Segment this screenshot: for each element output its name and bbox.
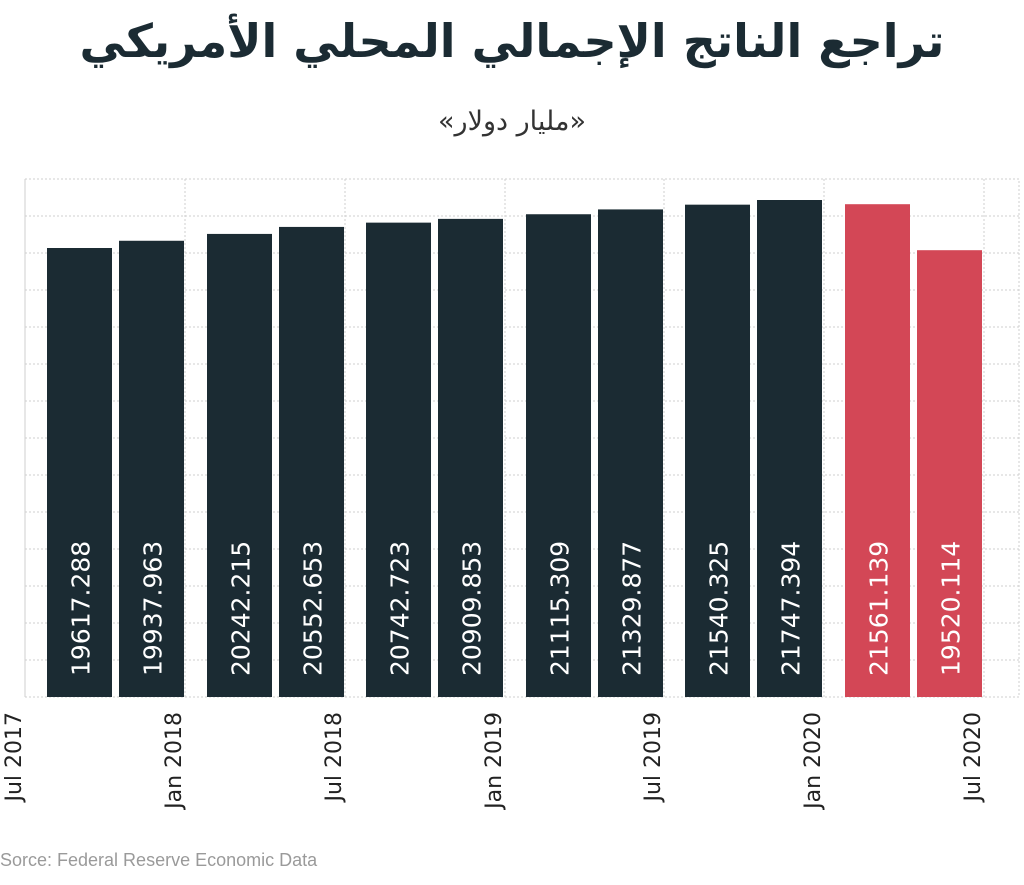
x-tick-label-6: Jan 2020 — [801, 712, 826, 811]
bar-label-11: 21561.139 — [865, 541, 894, 676]
x-tick-label-2: Jan 2018 — [162, 712, 187, 811]
bar-7 — [526, 214, 591, 697]
bar-4 — [279, 226, 344, 697]
bar-label-5: 20742.723 — [386, 541, 415, 676]
x-axis-ticks: Jul 2017 Jan 2018 Jul 2018 Jan 2019 Jul 2019… — [2, 712, 986, 811]
bar-label-12: 19520.114 — [937, 541, 966, 676]
bar-label-10: 21747.394 — [777, 541, 806, 676]
x-tick-label-5: Jul 2019 — [641, 712, 666, 804]
chart-subtitle: «مليار دولار» — [438, 106, 586, 137]
bar-1 — [47, 248, 112, 697]
bar-10 — [757, 200, 822, 697]
bar-label-6: 20909.853 — [458, 541, 487, 676]
x-tick-label-7: Jul 2020 — [961, 712, 986, 804]
bar-11 — [845, 204, 910, 697]
bar-3 — [207, 233, 272, 697]
bars — [47, 200, 982, 698]
bar-label-9: 21540.325 — [705, 541, 734, 676]
bar-5 — [366, 222, 431, 697]
bar-label-7: 21115.309 — [546, 541, 575, 676]
chart-title: تراجع الناتج الإجمالي المحلي الأمريكي — [79, 14, 945, 68]
source-note: Sorce: Federal Reserve Economic Data — [0, 850, 318, 870]
x-tick-label-1: Jul 2017 — [2, 712, 27, 804]
bar-6 — [438, 218, 503, 697]
bar-label-4: 20552.653 — [299, 541, 328, 676]
bar-label-1: 19617.288 — [67, 541, 96, 676]
bar-label-8: 21329.877 — [618, 541, 647, 676]
x-tick-label-3: Jul 2018 — [322, 712, 347, 804]
bar-2 — [119, 240, 184, 698]
bar-9 — [685, 204, 750, 697]
bar-label-2: 19937.963 — [139, 541, 168, 676]
bar-label-3: 20242.215 — [227, 541, 256, 676]
bar-8 — [598, 209, 663, 697]
bar-12 — [917, 250, 982, 697]
data-labels: 19617.288 19937.963 20242.215 20552.653 2074… — [67, 541, 966, 676]
x-tick-label-4: Jan 2019 — [482, 712, 507, 811]
